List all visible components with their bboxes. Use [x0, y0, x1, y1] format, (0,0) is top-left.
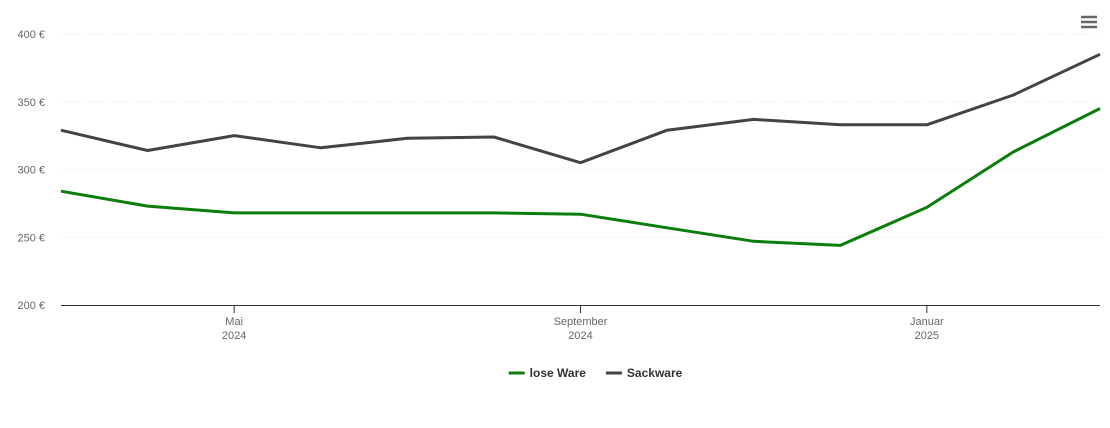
x-tick-label: Januar — [910, 316, 944, 328]
y-tick-label: 400 € — [17, 29, 45, 41]
series-line — [60, 107, 1101, 247]
x-tick-label: 2025 — [915, 330, 939, 342]
x-tick-label: 2024 — [568, 330, 592, 342]
legend-item[interactable]: Sackware — [605, 366, 683, 380]
x-tick-label: September — [554, 316, 608, 328]
y-tick-label: 250 € — [17, 232, 45, 244]
legend-item[interactable]: lose Ware — [508, 366, 587, 380]
y-tick-label: 350 € — [17, 97, 45, 109]
legend: lose Ware Sackware — [508, 366, 683, 380]
legend-label: Sackware — [627, 366, 683, 380]
x-tick-label: Mai — [225, 316, 243, 328]
y-tick-label: 300 € — [17, 165, 45, 177]
legend-label: lose Ware — [530, 366, 587, 380]
series-line — [60, 52, 1101, 165]
menu-button[interactable] — [1080, 15, 1098, 29]
y-tick-label: 200 € — [17, 300, 45, 312]
x-tick-label: 2024 — [222, 330, 246, 342]
